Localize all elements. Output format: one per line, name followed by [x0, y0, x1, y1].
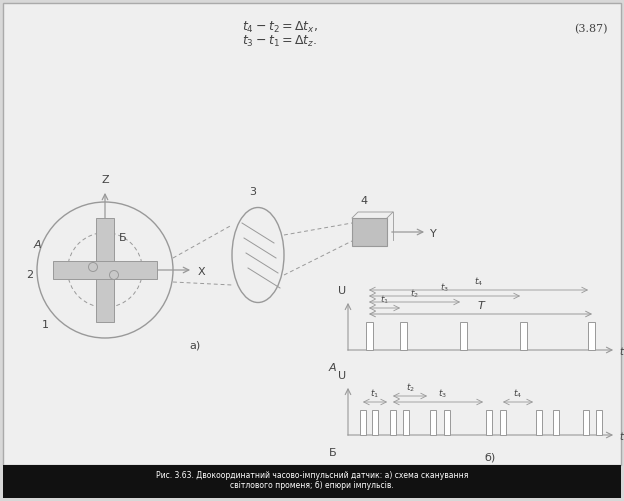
Text: A: A — [33, 240, 41, 250]
Text: (3.87): (3.87) — [575, 24, 608, 34]
Text: $t_3$: $t_3$ — [439, 387, 447, 400]
Text: U: U — [338, 371, 346, 381]
Bar — [430, 410, 436, 435]
Text: б): б) — [484, 453, 495, 463]
Bar — [390, 410, 396, 435]
Bar — [486, 410, 492, 435]
Text: $t_1$: $t_1$ — [371, 387, 379, 400]
Text: $t_1$: $t_1$ — [380, 294, 389, 306]
Text: X: X — [198, 267, 206, 277]
Text: $t_2$: $t_2$ — [406, 381, 414, 394]
Bar — [366, 322, 373, 350]
Text: Б: Б — [119, 233, 127, 243]
Bar — [536, 410, 542, 435]
Text: $t_3$: $t_3$ — [440, 282, 449, 294]
Text: $t_3 - t_1 = \Delta t_z.$: $t_3 - t_1 = \Delta t_z.$ — [242, 34, 318, 49]
Bar — [460, 322, 467, 350]
Text: t: t — [619, 432, 623, 442]
Bar — [500, 410, 506, 435]
Text: $t_4 - t_2 = \Delta t_x,$: $t_4 - t_2 = \Delta t_x,$ — [242, 20, 318, 35]
Bar — [96, 218, 114, 322]
Text: $t_4$: $t_4$ — [514, 387, 522, 400]
Text: t: t — [619, 347, 623, 357]
Text: 3: 3 — [250, 187, 256, 197]
Text: $t_4$: $t_4$ — [474, 276, 483, 288]
Bar — [372, 410, 378, 435]
Text: світлового променя; б) епюри імпульсів.: світлового променя; б) епюри імпульсів. — [230, 480, 394, 489]
Text: 4: 4 — [361, 196, 368, 206]
Text: T: T — [477, 301, 484, 311]
Text: $t_2$: $t_2$ — [410, 288, 419, 300]
Text: U: U — [338, 286, 346, 296]
Bar — [588, 322, 595, 350]
Bar — [53, 261, 157, 279]
Text: а): а) — [189, 340, 201, 350]
Text: Y: Y — [430, 229, 437, 239]
Text: Рис. 3.63. Двокоординатний часово-імпульсний датчик: а) схема сканування: Рис. 3.63. Двокоординатний часово-імпуль… — [156, 470, 468, 479]
Bar — [596, 410, 602, 435]
Bar — [3, 465, 621, 498]
Text: 2: 2 — [26, 270, 34, 280]
Text: Б: Б — [328, 448, 336, 458]
Text: A: A — [328, 363, 336, 373]
Bar — [352, 218, 387, 246]
Bar — [520, 322, 527, 350]
Bar — [553, 410, 559, 435]
Bar — [400, 322, 407, 350]
Text: 1: 1 — [42, 320, 49, 330]
Bar — [403, 410, 409, 435]
Bar — [444, 410, 450, 435]
Bar — [360, 410, 366, 435]
Bar — [583, 410, 589, 435]
Text: Z: Z — [101, 175, 109, 185]
